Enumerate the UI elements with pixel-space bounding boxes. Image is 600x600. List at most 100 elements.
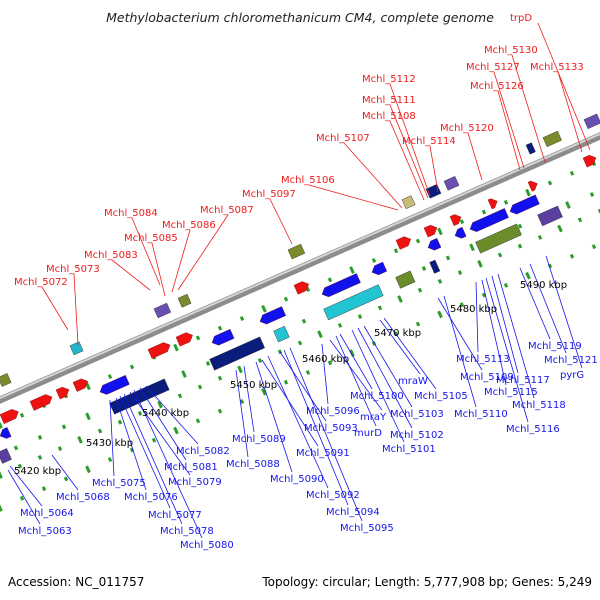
reverse-gene-arrow xyxy=(427,238,442,251)
kbp-label: 5450 kbp xyxy=(230,380,277,391)
reverse-gene-label: Mchl_5081 xyxy=(164,462,218,473)
track-dot xyxy=(537,234,543,240)
forward-leader-line xyxy=(111,259,151,291)
reverse-gene-label: Mchl_5079 xyxy=(168,477,222,488)
kbp-label: 5460 kbp xyxy=(302,354,349,365)
track-dot xyxy=(497,252,503,258)
forward-gene-label: Mchl_5130 xyxy=(484,45,538,56)
track-dot xyxy=(437,310,443,319)
forward-gene-label: Mchl_5111 xyxy=(362,95,416,106)
reverse-gene-box xyxy=(429,259,441,274)
reverse-leader-line xyxy=(145,385,199,445)
kbp-label: 5440 kbp xyxy=(142,408,189,419)
forward-gene-box xyxy=(401,195,416,210)
reverse-leader-line xyxy=(289,347,363,522)
reverse-gene-label: Mchl_5102 xyxy=(390,430,444,441)
reverse-leader-line xyxy=(339,333,373,390)
reverse-gene-arrow xyxy=(454,226,467,239)
reverse-gene-label: Mchl_5095 xyxy=(340,523,394,534)
reverse-gene-label: Mchl_5109 xyxy=(460,372,514,383)
track-dot xyxy=(0,471,3,479)
track-dot xyxy=(107,374,113,380)
reverse-leader-line xyxy=(115,397,147,491)
track-dot xyxy=(503,282,509,288)
forward-gene-box xyxy=(525,142,536,155)
track-dot xyxy=(195,335,201,341)
forward-gene-arrow xyxy=(527,180,538,192)
reverse-gene-label: Mchl_5063 xyxy=(18,526,72,537)
backbone-highlight xyxy=(0,132,600,400)
track-dot xyxy=(597,208,600,214)
track-dot xyxy=(277,349,283,355)
forward-leader-line xyxy=(389,83,431,197)
track-dot xyxy=(41,486,47,492)
reverse-leader-line xyxy=(351,329,405,443)
reverse-gene-label: Mchl_5091 xyxy=(296,448,350,459)
forward-leader-line xyxy=(493,71,525,169)
track-dot xyxy=(257,358,263,364)
forward-leader-line xyxy=(269,198,293,245)
forward-gene-arrow xyxy=(487,198,498,210)
track-dot xyxy=(459,302,465,308)
forward-leader-line xyxy=(557,71,583,153)
forward-gene-arrow xyxy=(0,409,19,424)
forward-leader-line xyxy=(467,132,483,181)
forward-gene-arrow xyxy=(55,386,70,400)
reverse-leader-line xyxy=(283,349,349,506)
forward-gene-label: Mchl_5133 xyxy=(530,62,584,73)
reverse-leader-line xyxy=(279,351,327,422)
forward-gene-label: Mchl_5126 xyxy=(470,81,524,92)
reverse-leader-line xyxy=(437,297,483,371)
track-dot xyxy=(157,400,163,409)
reverse-gene-label: Mchl_5096 xyxy=(306,406,360,417)
reverse-gene-label: Mchl_5076 xyxy=(124,492,178,503)
reverse-leader-line xyxy=(243,365,255,433)
reverse-leader-line xyxy=(109,399,115,477)
forward-gene-box xyxy=(542,130,562,148)
track-dot xyxy=(195,418,201,424)
reverse-gene-label: mraW xyxy=(398,376,428,387)
reverse-leader-line xyxy=(321,343,329,405)
track-dot xyxy=(417,287,423,293)
forward-gene-box xyxy=(153,302,172,319)
kbp-label: 5490 kbp xyxy=(520,280,567,291)
genome-summary-text: Topology: circular; Length: 5,777,908 bp… xyxy=(262,575,592,589)
forward-gene-label: Mchl_5120 xyxy=(440,123,494,134)
reverse-gene-label: Mchl_5121 xyxy=(544,355,598,366)
track-dot xyxy=(19,412,25,418)
track-dot xyxy=(397,295,403,303)
reverse-gene-box xyxy=(537,205,563,227)
track-dot xyxy=(421,266,427,271)
track-dot xyxy=(0,504,3,512)
track-dot xyxy=(525,271,531,280)
track-dot xyxy=(57,446,63,452)
reverse-gene-label: murD xyxy=(354,428,382,439)
forward-gene-label: Mchl_5087 xyxy=(200,205,254,216)
forward-gene-arrow xyxy=(449,214,462,226)
track-dot xyxy=(61,424,67,430)
reverse-leader-line xyxy=(481,279,507,386)
forward-leader-line xyxy=(497,90,521,171)
track-dot xyxy=(415,321,421,327)
track-dot xyxy=(565,201,571,209)
track-dot xyxy=(327,360,333,366)
reverse-leader-line xyxy=(123,393,183,525)
reverse-gene-arrow xyxy=(0,427,12,439)
reverse-gene-label: Mchl_5075 xyxy=(92,478,146,489)
forward-leader-line xyxy=(389,104,429,199)
track-dot xyxy=(569,170,575,176)
track-dot xyxy=(569,253,575,259)
forward-gene-label: Mchl_5108 xyxy=(362,111,416,122)
track-dot xyxy=(437,227,443,236)
reverse-leader-line xyxy=(133,389,203,539)
reverse-gene-label: Mchl_5080 xyxy=(180,540,234,551)
reverse-leader-line xyxy=(9,465,43,507)
reverse-leader-line xyxy=(261,359,319,447)
kbp-label: 5420 kbp xyxy=(14,466,61,477)
forward-gene-label: Mchl_5097 xyxy=(242,189,296,200)
forward-gene-box xyxy=(177,293,192,308)
forward-gene-arrow xyxy=(29,394,53,411)
reverse-gene-label: mraY xyxy=(360,412,387,423)
track-dot xyxy=(261,388,267,396)
forward-gene-label: Mchl_5114 xyxy=(402,136,456,147)
